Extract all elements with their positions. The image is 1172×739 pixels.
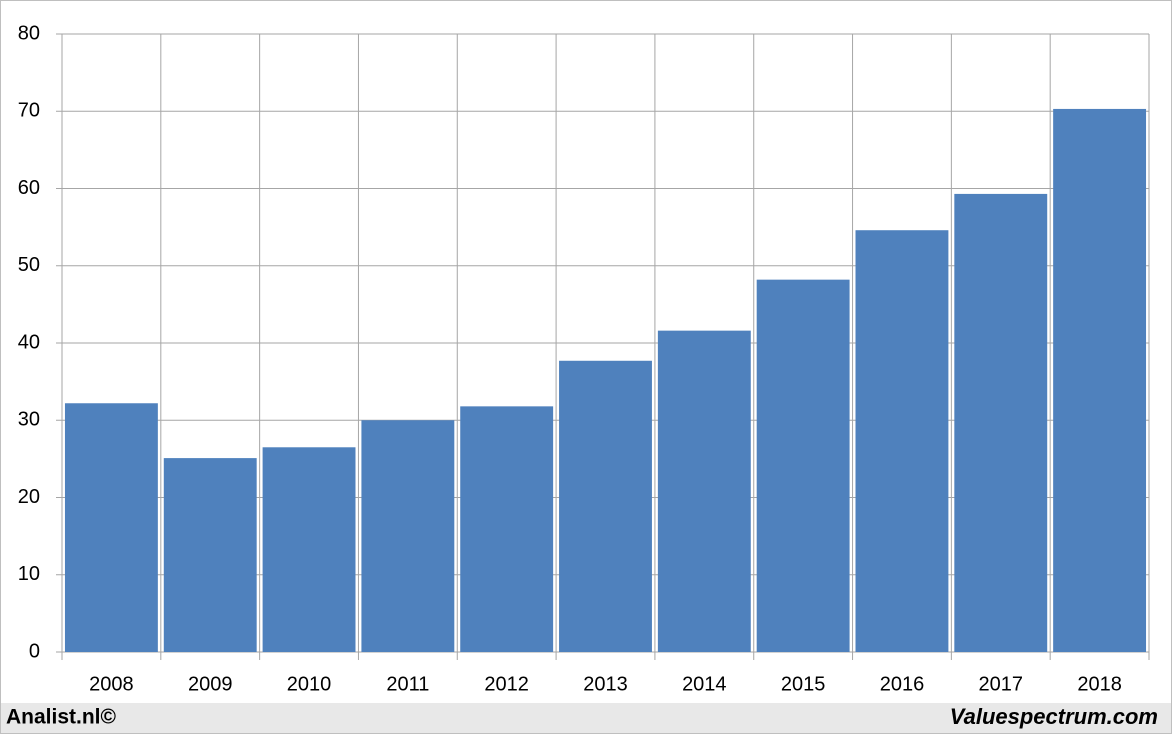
y-tick-label: 20 [18,486,40,508]
x-tick-label: 2009 [188,673,233,695]
bar [954,193,1048,652]
bar [1053,108,1147,653]
bar [855,230,949,652]
footer-source: Analist.nl© [6,706,117,729]
y-tick-label: 50 [18,254,40,276]
bar [64,403,158,652]
x-tick-label: 2015 [781,673,826,695]
x-tick-label: 2014 [682,673,727,695]
y-tick-label: 60 [18,177,40,199]
y-tick-label: 70 [18,100,40,122]
x-tick-label: 2017 [979,673,1024,695]
footer-source: Valuespectrum.com [950,704,1158,729]
bar [756,279,850,652]
x-tick-label: 2018 [1077,673,1122,695]
footer-bar [1,703,1171,733]
bar [559,360,652,652]
x-tick-label: 2010 [287,673,332,695]
y-tick-label: 30 [18,409,40,431]
x-tick-label: 2011 [386,673,429,695]
x-tick-label: 2008 [89,673,134,695]
bar [460,406,554,652]
y-tick-label: 80 [18,22,40,44]
x-tick-label: 2016 [880,673,925,695]
bar [657,330,751,652]
y-tick-label: 40 [18,331,40,353]
bar [361,420,455,652]
bar [163,458,257,652]
y-tick-label: 0 [29,640,40,662]
x-tick-label: 2012 [484,673,529,695]
y-tick-label: 10 [18,563,40,585]
bar [262,447,356,652]
x-tick-label: 2013 [583,673,628,695]
